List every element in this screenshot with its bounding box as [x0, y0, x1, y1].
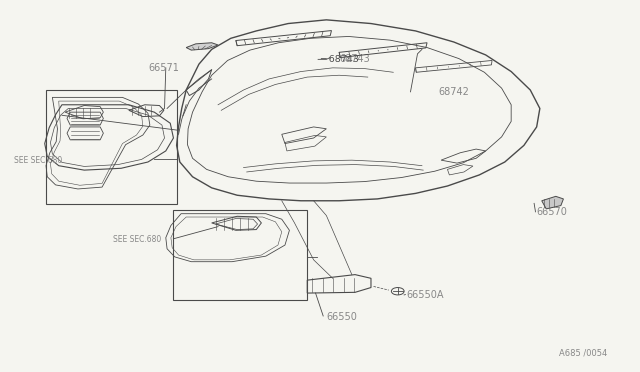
Polygon shape: [541, 196, 563, 209]
Text: 68742: 68742: [438, 87, 468, 97]
Text: ─ 68743: ─ 68743: [320, 55, 359, 64]
Text: 66570: 66570: [537, 207, 568, 217]
Text: A685 /0054: A685 /0054: [559, 349, 607, 357]
Text: 68743: 68743: [339, 54, 370, 64]
Text: SEE SEC.680: SEE SEC.680: [113, 235, 161, 244]
Text: 66571: 66571: [148, 63, 179, 73]
Text: 66550: 66550: [326, 312, 357, 322]
Text: SEE SEC.680: SEE SEC.680: [14, 155, 62, 165]
Polygon shape: [186, 43, 218, 50]
Text: 66550A: 66550A: [406, 290, 444, 300]
